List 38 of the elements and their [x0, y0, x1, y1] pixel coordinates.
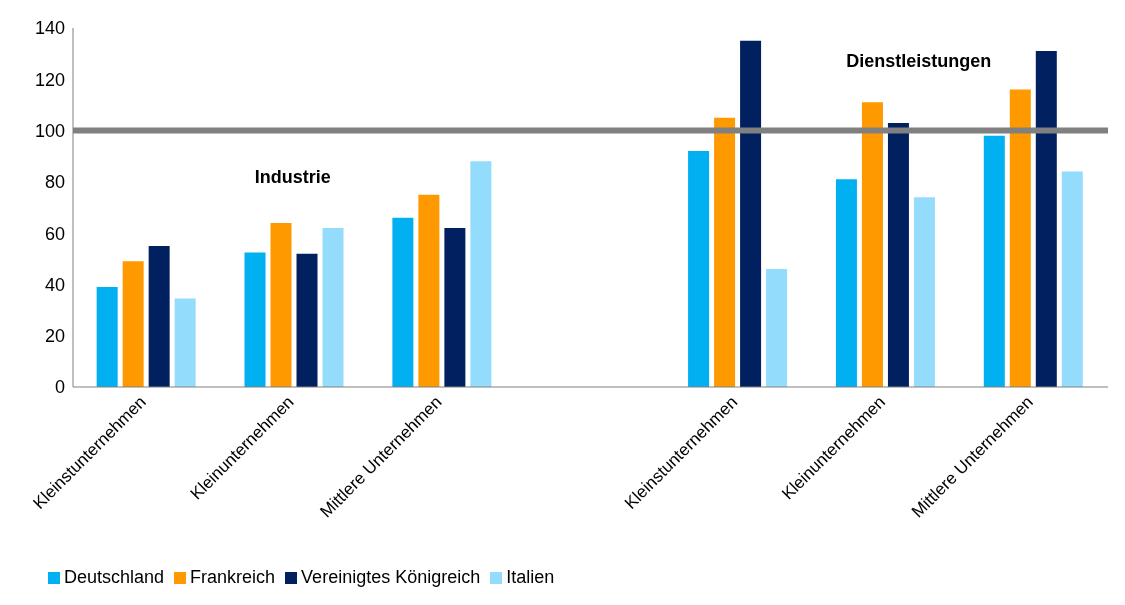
bar: [296, 253, 318, 387]
bar: [861, 102, 883, 387]
y-tick-label: 120: [34, 69, 65, 90]
bar: [766, 269, 788, 387]
y-tick-label: 20: [44, 326, 65, 347]
bar: [983, 135, 1005, 387]
bar: [148, 245, 170, 387]
legend-label: Italien: [506, 567, 555, 587]
bar: [444, 228, 466, 387]
bar: [714, 117, 736, 387]
bar: [244, 252, 266, 387]
y-tick-label: 60: [44, 223, 65, 244]
bar: [470, 161, 492, 387]
bar: [174, 298, 196, 387]
bar: [1009, 89, 1031, 387]
y-tick-label: 80: [44, 172, 65, 193]
legend-label: Deutschland: [64, 567, 165, 587]
y-tick-label: 40: [44, 274, 65, 295]
bar: [913, 197, 935, 387]
bar: [392, 217, 414, 387]
bar: [418, 194, 440, 387]
bar: [1061, 171, 1083, 387]
bar: [688, 151, 710, 387]
bar: [835, 179, 857, 387]
bar: [1035, 51, 1057, 387]
bar: [322, 228, 344, 387]
y-tick-label: 0: [54, 377, 65, 398]
legend-label: Frankreich: [190, 567, 276, 587]
bar: [270, 222, 292, 387]
y-tick-label: 100: [34, 120, 65, 141]
bar: [887, 122, 909, 387]
bar: [740, 40, 762, 387]
bar: [122, 261, 144, 387]
annotation: Dienstleistungen: [846, 51, 992, 72]
legend-label: Vereinigtes Königreich: [301, 567, 481, 587]
annotation: Industrie: [254, 166, 331, 188]
y-tick-label: 140: [34, 18, 65, 39]
bar: [96, 286, 118, 387]
